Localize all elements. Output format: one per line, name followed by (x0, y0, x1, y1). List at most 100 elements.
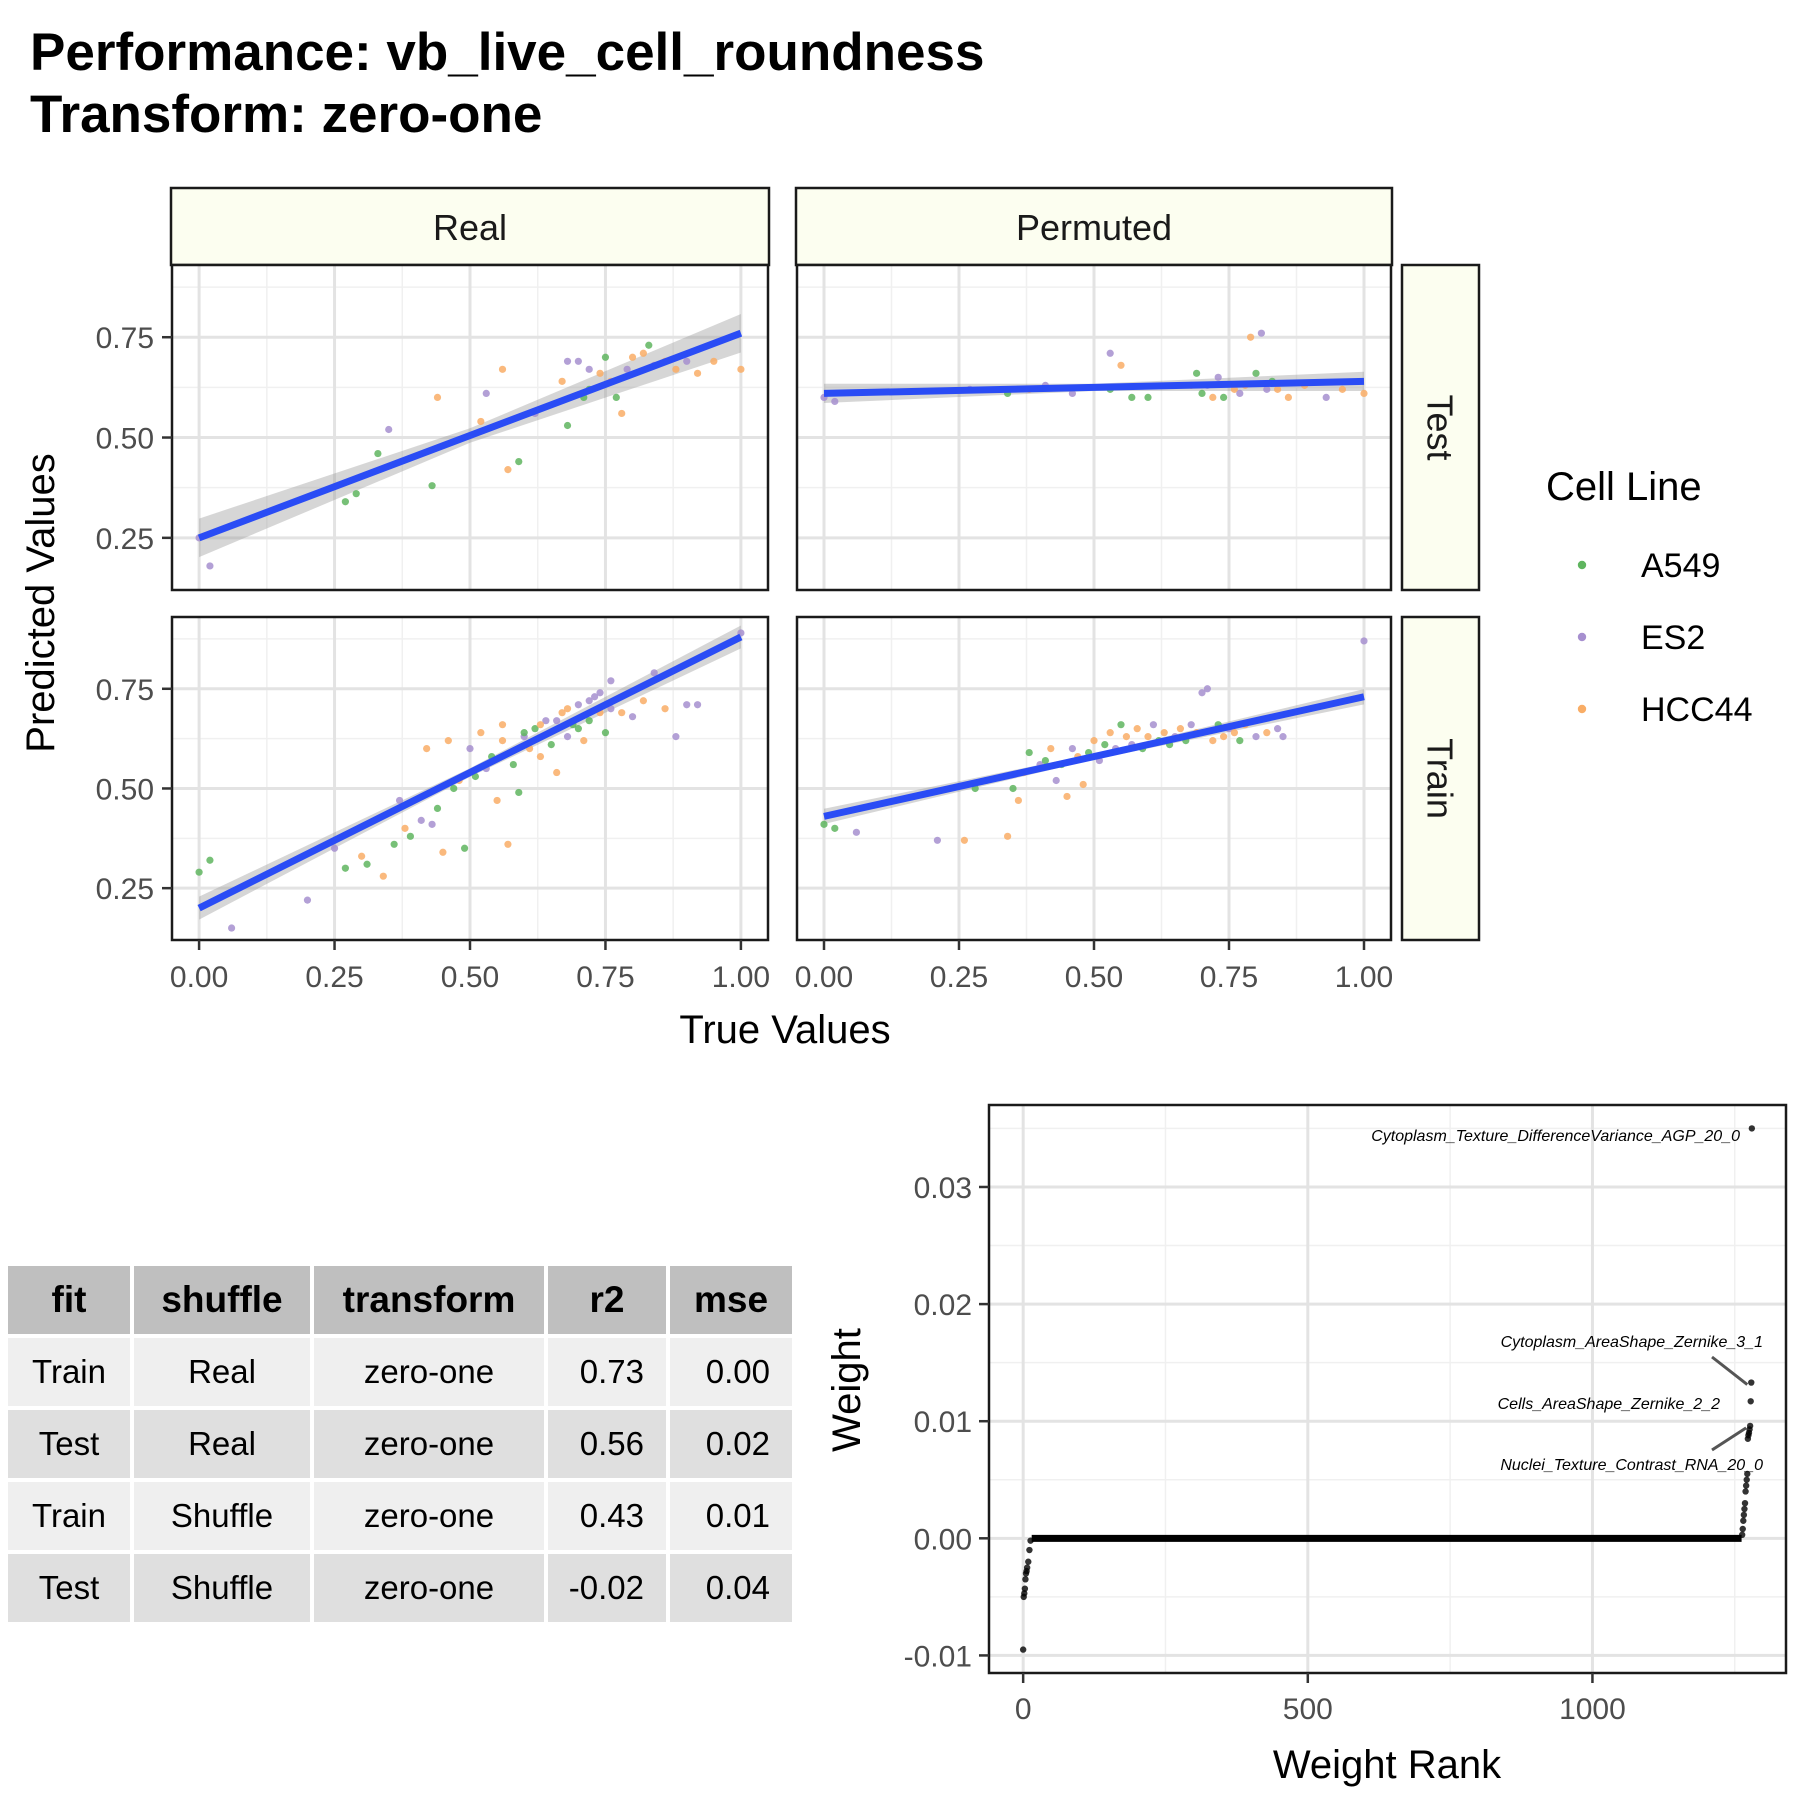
y-tick-label: 0.50 (96, 423, 154, 456)
x-tick-label: 0.25 (305, 961, 363, 994)
y-tick-label: 0.25 (96, 873, 154, 906)
data-point (1230, 729, 1238, 737)
data-point (693, 369, 702, 377)
data-point (1160, 729, 1168, 737)
x-tick-label: 0 (1015, 1693, 1032, 1726)
weight-point (1742, 1482, 1750, 1489)
data-point (379, 872, 387, 880)
table-cell: Shuffle (134, 1554, 310, 1622)
data-point (1360, 389, 1368, 397)
data-point (612, 393, 620, 402)
data-point (607, 677, 615, 685)
legend-key-a549 (1577, 560, 1587, 570)
facet-label-train: Train (1420, 738, 1461, 819)
data-point (628, 353, 637, 361)
performance-table: fit shuffle transform r2 mse Train Real … (4, 1262, 796, 1626)
data-point (574, 725, 582, 733)
data-point (1209, 737, 1217, 745)
data-point (1263, 385, 1271, 393)
weight-point (1744, 1470, 1751, 1478)
data-point (358, 852, 366, 860)
data-point (520, 729, 528, 737)
data-point (585, 717, 593, 725)
data-point (639, 349, 647, 357)
data-point (1198, 689, 1206, 697)
data-point (1247, 333, 1255, 341)
data-point (596, 369, 604, 377)
data-point (401, 824, 409, 832)
data-point (1106, 729, 1114, 737)
data-point (574, 701, 582, 709)
data-point (852, 828, 861, 836)
data-point (1079, 780, 1087, 789)
y-tick-label: 0.50 (96, 773, 154, 806)
data-point (433, 393, 442, 402)
weight-point (1023, 1564, 1031, 1571)
data-point (1068, 744, 1076, 753)
table-row: Train Shuffle zero-one 0.43 0.01 (8, 1482, 792, 1550)
table-cell: 0.43 (548, 1482, 666, 1550)
weight-point (1748, 1379, 1755, 1386)
weight-point (1746, 1426, 1753, 1433)
data-point (1338, 385, 1346, 393)
data-point (1220, 733, 1228, 741)
data-point (831, 824, 839, 832)
x-tick-label: 0.50 (1065, 961, 1123, 994)
data-point (498, 737, 507, 745)
data-point (1214, 373, 1222, 381)
weight-point (1747, 1398, 1754, 1405)
data-point (1052, 776, 1060, 785)
data-point (563, 705, 572, 713)
y-tick-label: 0.03 (914, 1172, 972, 1205)
table-cell: 0.01 (670, 1482, 792, 1550)
regression-line (197, 633, 743, 912)
data-point (558, 377, 566, 385)
table-cell: zero-one (314, 1554, 544, 1622)
data-point (553, 717, 561, 725)
legend-title: Cell Line (1546, 465, 1702, 509)
data-point (1279, 733, 1287, 741)
data-point (1257, 329, 1265, 337)
data-point (1322, 393, 1330, 402)
y-tick-label: 0.01 (914, 1406, 972, 1439)
data-point (1198, 389, 1206, 397)
data-point (1117, 361, 1125, 369)
data-point (563, 357, 572, 365)
data-point (1236, 389, 1244, 397)
data-point (1176, 725, 1184, 733)
weight-point (1020, 1593, 1027, 1601)
facet-strip (794, 186, 1394, 267)
data-point (228, 924, 236, 932)
table-cell: Real (134, 1410, 310, 1478)
data-point (623, 365, 631, 373)
data-point (1274, 385, 1282, 393)
table-cell: Train (8, 1338, 130, 1406)
table-cell: Train (8, 1482, 130, 1550)
table-cell: -0.02 (548, 1554, 666, 1622)
facet-label-test: Test (1420, 394, 1461, 460)
panel-border (170, 263, 770, 592)
data-point (591, 693, 599, 701)
weight-point (1741, 1499, 1749, 1507)
data-point (618, 409, 626, 418)
data-point (683, 701, 691, 709)
data-point (1122, 733, 1130, 741)
table-cell: Shuffle (134, 1482, 310, 1550)
y-tick-label: 0.75 (96, 674, 154, 707)
table-cell: 0.73 (548, 1338, 666, 1406)
y-tick-label: 0.02 (914, 1289, 972, 1322)
data-point (352, 490, 360, 498)
data-point (406, 832, 414, 840)
y-axis-title: Weight (825, 1328, 869, 1452)
data-point (466, 744, 474, 753)
weight-point (1025, 1558, 1032, 1565)
x-tick-label: 0.00 (795, 961, 853, 994)
data-point (737, 365, 745, 373)
x-tick-label: 0.75 (1200, 961, 1258, 994)
data-point (385, 425, 393, 434)
data-point (1263, 729, 1271, 737)
weight-panel-background (989, 1105, 1786, 1673)
regression-line (197, 329, 743, 542)
data-point (341, 498, 349, 506)
weight-point (1748, 1125, 1756, 1132)
